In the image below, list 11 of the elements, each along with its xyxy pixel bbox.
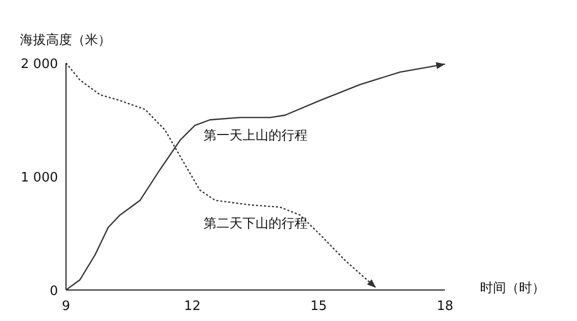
y-axis-title: 海拔高度（米） (20, 32, 111, 48)
x-tick-label: 18 (436, 299, 454, 314)
y-tick-label: 2 000 (20, 57, 58, 72)
series-label: 第二天下山的行程 (204, 216, 308, 232)
x-tick-label: 15 (310, 299, 327, 314)
x-tick-label: 12 (184, 299, 201, 314)
x-tick-label: 9 (62, 299, 70, 314)
x-axis-title: 时间（时） (480, 281, 545, 296)
y-tick-label: 0 (50, 284, 58, 299)
series-label: 第一天上山的行程 (204, 128, 308, 144)
y-tick-label: 1 000 (20, 170, 58, 186)
